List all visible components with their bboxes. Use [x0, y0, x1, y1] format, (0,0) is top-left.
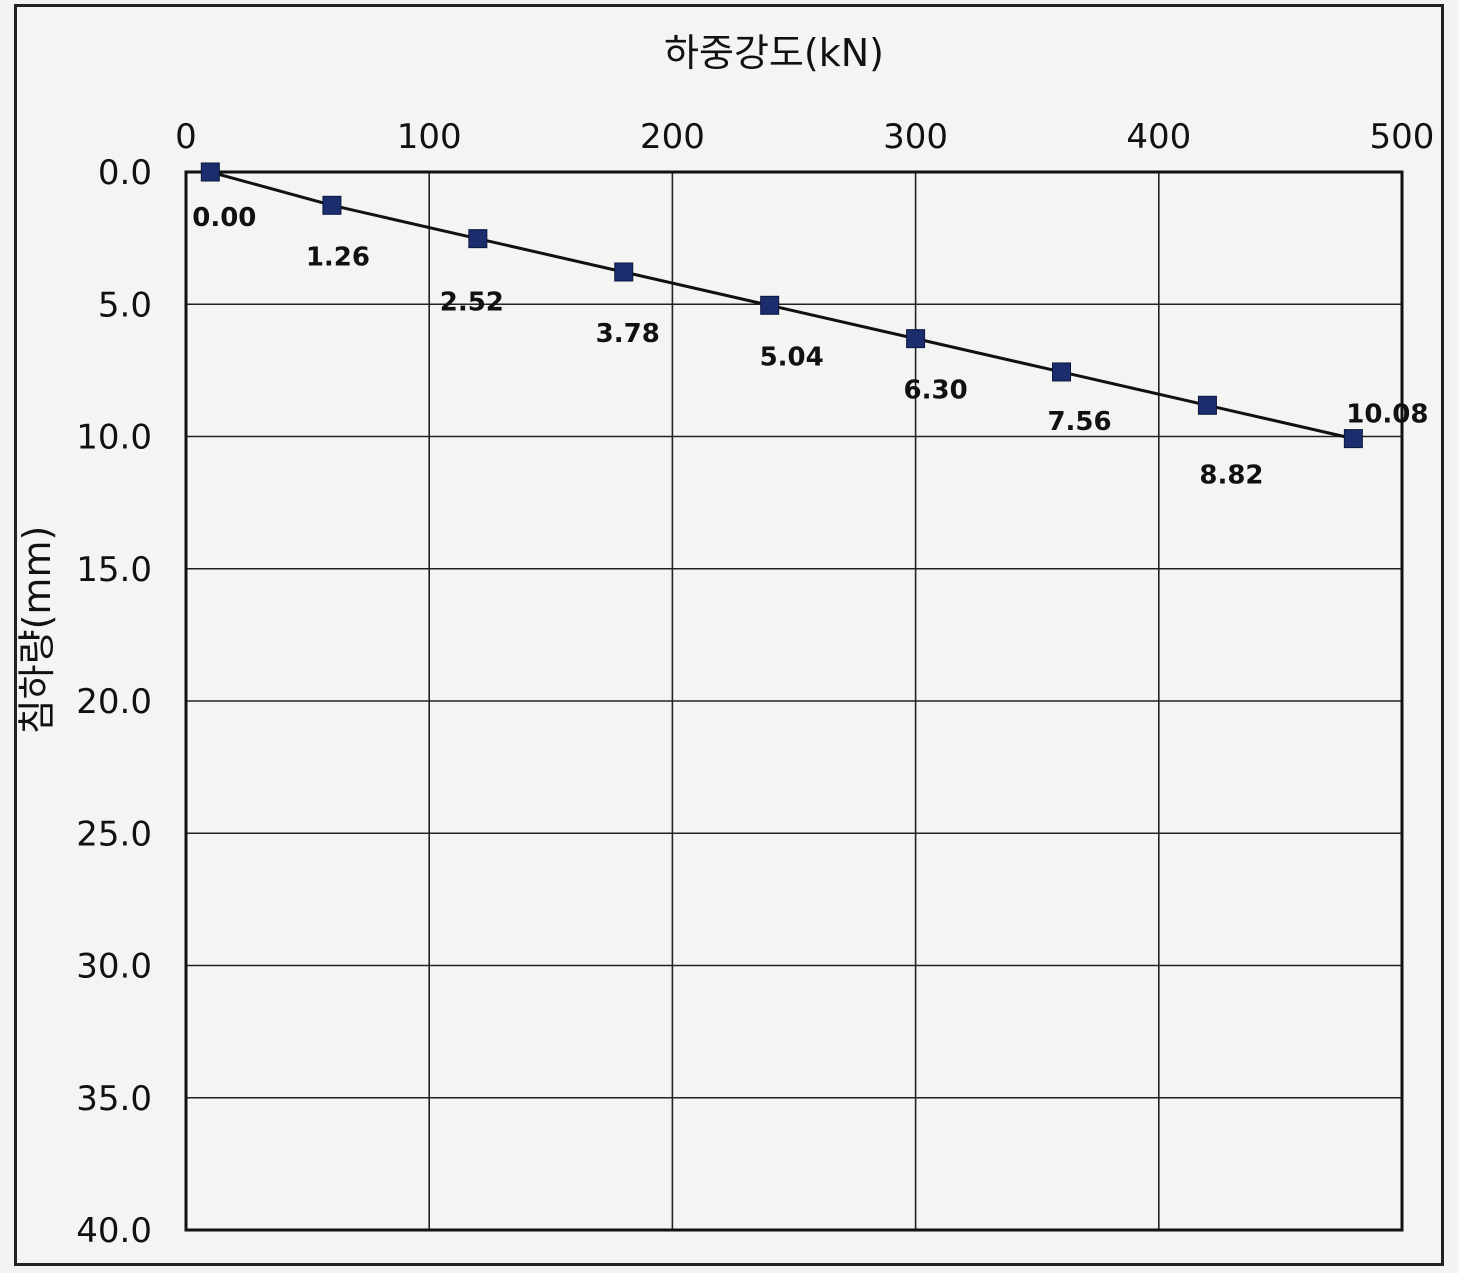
plot-area [184, 170, 1404, 1232]
grid-layer [186, 172, 1402, 1230]
y-tick-label: 30.0 [76, 947, 152, 987]
data-label: 3.78 [596, 319, 660, 349]
tick-labels: 0 100 200 300 400 500 0.0 5.0 10.0 15.0 20.0 25.0 30… [76, 117, 1434, 1251]
series-line [209, 170, 1354, 441]
y-tick-label: 0.0 [98, 153, 152, 193]
data-point [760, 295, 780, 315]
chart-frame [14, 4, 1444, 1266]
data-label: 2.52 [440, 288, 504, 318]
x-tick-label: 300 [883, 117, 948, 157]
x-tick-label: 0 [175, 117, 197, 157]
data-point [322, 195, 342, 215]
data-label: 0.00 [192, 203, 256, 233]
data-point [1052, 362, 1072, 382]
y-tick-label: 20.0 [76, 682, 152, 722]
x-tick-label: 500 [1370, 117, 1435, 157]
y-tick-label: 35.0 [76, 1079, 152, 1119]
data-point [200, 162, 220, 182]
series-layer: 0.00 1.26 2.52 3.78 5.04 6.30 7.56 8.82 10.08 [192, 162, 1428, 490]
data-label: 8.82 [1199, 460, 1263, 490]
x-tick-label: 100 [397, 117, 462, 157]
x-tick-label: 200 [640, 117, 705, 157]
y-tick-label: 5.0 [98, 285, 152, 325]
y-tick-label: 40.0 [76, 1211, 152, 1251]
data-point [906, 329, 926, 349]
data-label: 5.04 [760, 342, 824, 372]
data-point [1197, 395, 1217, 415]
data-label: 10.08 [1346, 400, 1428, 430]
data-point [468, 229, 488, 249]
data-point [614, 262, 634, 282]
data-point [1343, 429, 1363, 449]
y-tick-label: 10.0 [76, 418, 152, 458]
x-axis-title: 하중강도(kN) [664, 31, 884, 75]
x-tick-label: 400 [1126, 117, 1191, 157]
data-label: 1.26 [306, 242, 370, 272]
data-label: 7.56 [1047, 407, 1111, 437]
y-tick-label: 25.0 [76, 814, 152, 854]
data-label: 6.30 [904, 376, 968, 406]
y-tick-label: 15.0 [76, 550, 152, 590]
y-axis-title: 침하량(mm) [15, 526, 59, 735]
